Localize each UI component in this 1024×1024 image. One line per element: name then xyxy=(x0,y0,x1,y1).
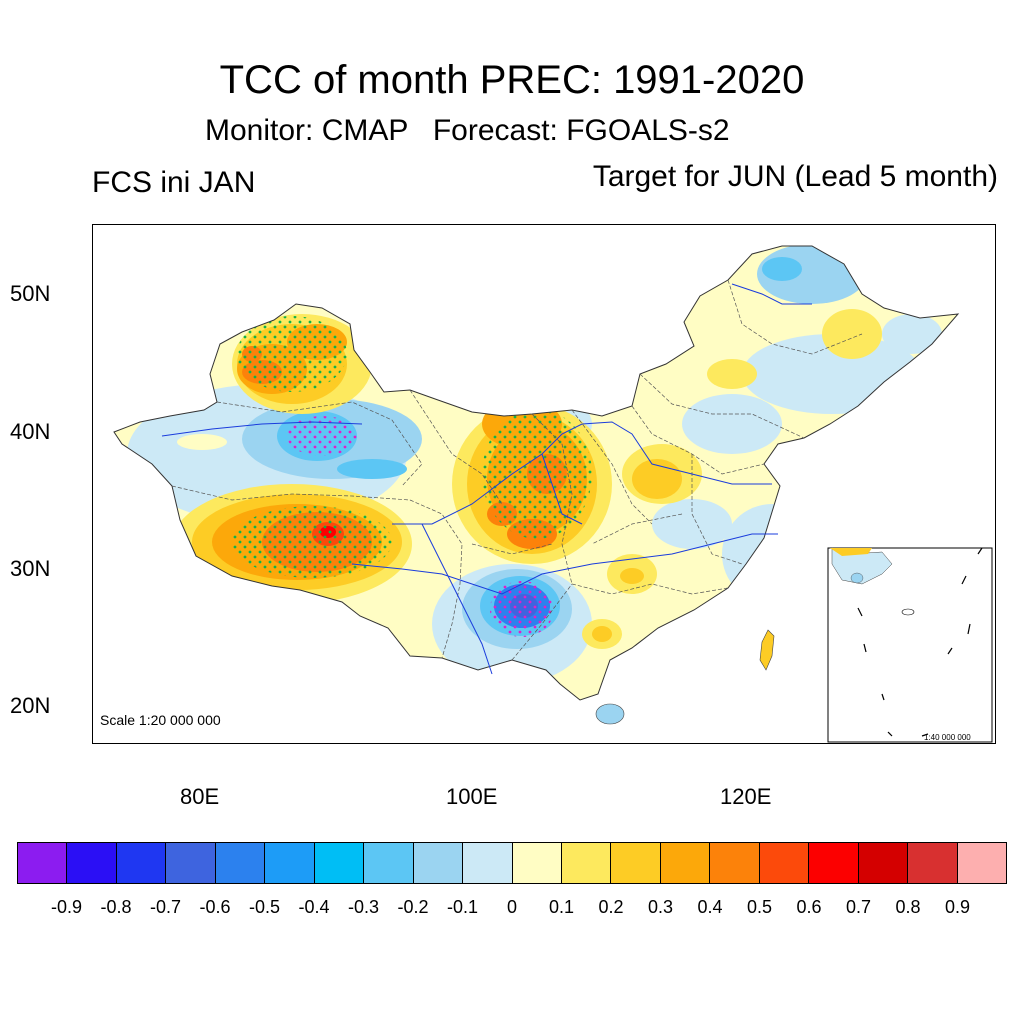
colorbar xyxy=(17,842,1007,884)
province-borders xyxy=(171,279,863,661)
colorbar-label: -0.8 xyxy=(100,897,132,917)
colorbar-swatch xyxy=(463,843,513,883)
colorbar-label: 0.4 xyxy=(697,897,723,917)
colorbar-swatch xyxy=(858,843,909,883)
taiwan-island xyxy=(759,629,775,671)
colorbar-swatch xyxy=(512,843,562,883)
target-label: Target for JUN (Lead 5 month) xyxy=(592,160,998,193)
country-outline xyxy=(113,245,960,701)
colorbar-swatch xyxy=(166,843,216,883)
lon-label-120e: 120E xyxy=(720,784,772,809)
lon-label-100e: 100E xyxy=(446,784,498,809)
map-panel xyxy=(92,224,996,744)
colorbar-swatch xyxy=(561,843,612,883)
colorbar-label: -0.1 xyxy=(446,897,479,917)
colorbar-label: 0.5 xyxy=(746,897,773,917)
inset-scale-label: 1:40 000 000 xyxy=(924,733,971,742)
colorbar-label: -0.2 xyxy=(397,897,429,917)
rivers xyxy=(161,283,812,675)
lat-label-40n: 40N xyxy=(10,419,51,444)
colorbar-swatch xyxy=(67,843,117,883)
inset-map xyxy=(827,547,993,743)
colorbar-swatch xyxy=(314,843,365,883)
colorbar-swatch xyxy=(18,843,68,883)
colorbar-swatch xyxy=(413,843,464,883)
colorbar-swatch xyxy=(265,843,315,883)
lon-label-80e: 80E xyxy=(180,784,220,809)
colorbar-label: 0.9 xyxy=(944,897,971,917)
colorbar-label: 0.1 xyxy=(548,897,575,917)
colorbar-label: 0.7 xyxy=(845,897,872,917)
colorbar-label: -0.9 xyxy=(50,897,83,917)
init-label: FCS ini JAN xyxy=(92,166,256,199)
chart-title: TCC of month PREC: 1991-2020 xyxy=(219,58,805,102)
colorbar-label: 0.8 xyxy=(895,897,921,917)
colorbar-swatch xyxy=(215,843,266,883)
colorbar-swatch xyxy=(116,843,167,883)
colorbar-swatch xyxy=(660,843,711,883)
colorbar-label: 0.3 xyxy=(647,897,674,917)
lat-label-20n: 20N xyxy=(10,693,51,718)
colorbar-label: -0.5 xyxy=(248,897,281,917)
colorbar-swatch xyxy=(710,843,760,883)
colorbar-label: 0 xyxy=(506,897,518,917)
colorbar-label: -0.6 xyxy=(199,897,231,917)
hainan-island xyxy=(595,703,625,725)
colorbar-swatch xyxy=(611,843,661,883)
colorbar-label: -0.4 xyxy=(298,897,330,917)
colorbar-label: 0.2 xyxy=(598,897,624,917)
colorbar-swatch xyxy=(759,843,810,883)
colorbar-label: -0.7 xyxy=(149,897,182,917)
colorbar-label: 0.6 xyxy=(796,897,822,917)
colorbar-swatch xyxy=(809,843,859,883)
chart-subtitle: Monitor: CMAP Forecast: FGOALS-s2 xyxy=(205,114,730,147)
colorbar-swatch xyxy=(908,843,958,883)
lat-label-50n: 50N xyxy=(10,281,51,306)
colorbar-swatch xyxy=(957,843,1007,883)
lat-label-30n: 30N xyxy=(10,556,51,581)
colorbar-swatch xyxy=(364,843,414,883)
scale-label: Scale 1:20 000 000 xyxy=(100,712,221,728)
colorbar-label: -0.3 xyxy=(347,897,380,917)
